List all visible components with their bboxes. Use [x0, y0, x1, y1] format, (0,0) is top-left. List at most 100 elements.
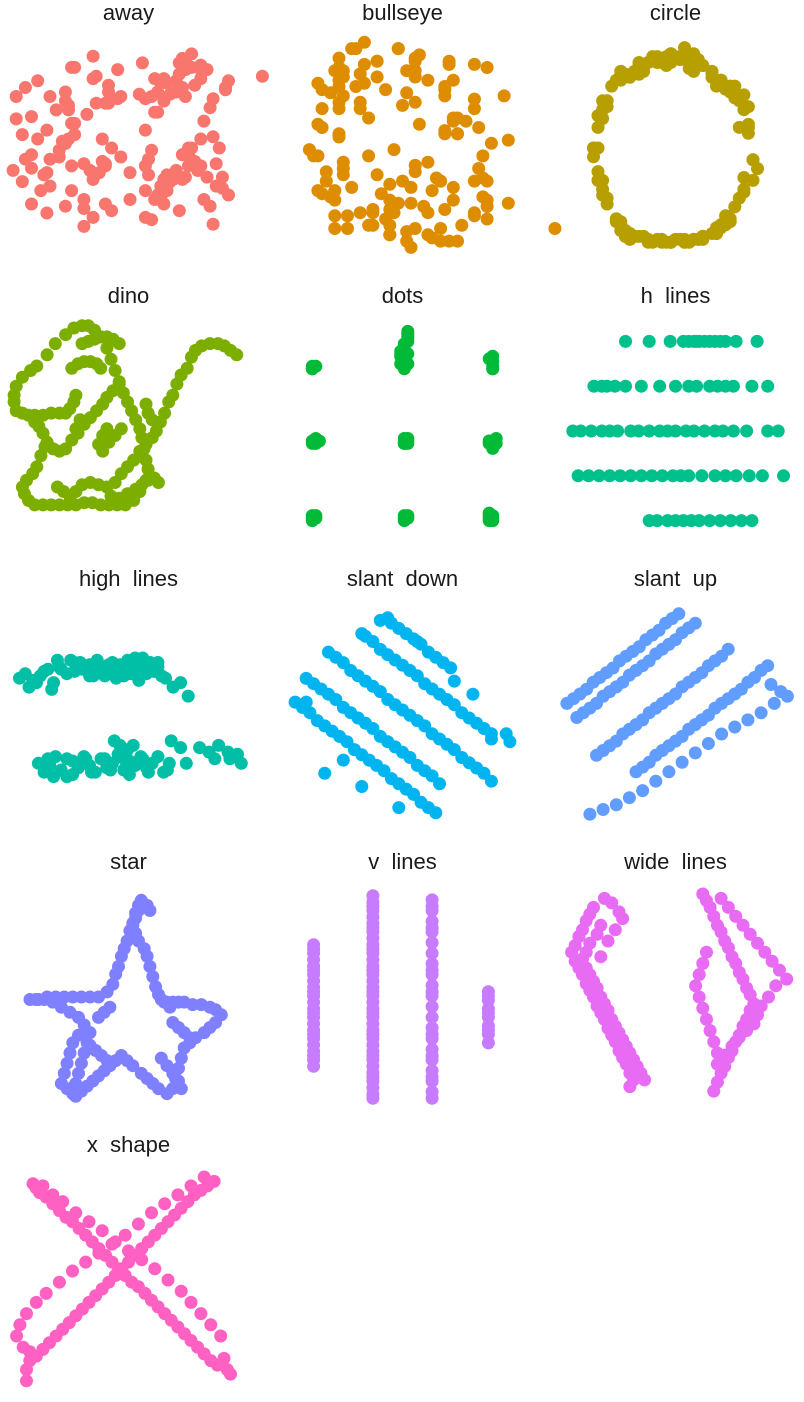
data-point — [690, 379, 704, 393]
data-point — [623, 227, 637, 240]
data-point — [204, 1318, 218, 1332]
data-point — [583, 807, 597, 821]
data-point — [305, 436, 319, 450]
data-point — [737, 185, 751, 199]
scatter-plot — [10, 1170, 237, 1388]
data-point — [560, 696, 574, 710]
data-point — [134, 1066, 148, 1080]
data-point — [355, 780, 369, 793]
data-point — [659, 59, 673, 72]
scatter-panel: dino — [0, 283, 257, 553]
data-point — [31, 132, 45, 146]
data-point — [408, 70, 422, 84]
data-point — [341, 222, 354, 235]
data-point — [157, 995, 171, 1009]
data-point — [732, 120, 746, 134]
data-point — [328, 209, 342, 223]
data-point — [392, 801, 406, 815]
data-point — [397, 514, 411, 528]
data-point — [476, 149, 490, 163]
data-point — [161, 1273, 175, 1287]
data-point — [592, 469, 606, 483]
data-point — [669, 424, 682, 438]
data-point — [755, 469, 769, 483]
data-point — [501, 133, 515, 147]
data-point — [25, 148, 38, 162]
data-point — [311, 76, 325, 90]
data-point — [421, 228, 435, 242]
data-point — [108, 364, 122, 377]
data-point — [726, 379, 740, 393]
data-point — [442, 54, 456, 68]
data-point — [132, 87, 146, 101]
data-point — [37, 664, 51, 678]
data-point — [98, 669, 112, 683]
data-point — [139, 397, 153, 411]
data-point — [736, 918, 750, 932]
data-point — [764, 678, 778, 691]
data-point — [52, 150, 66, 164]
scatter-plot — [7, 319, 244, 512]
data-point — [429, 171, 443, 185]
data-point — [687, 64, 701, 78]
data-point — [613, 469, 627, 483]
data-point — [696, 956, 710, 970]
data-point — [425, 946, 439, 960]
data-point — [497, 89, 511, 103]
data-point — [56, 1195, 70, 1209]
data-point — [98, 752, 112, 766]
data-point — [138, 184, 152, 198]
data-point — [20, 1374, 33, 1388]
data-point — [605, 79, 619, 93]
scatter-panel: x shape — [0, 1132, 257, 1402]
data-point — [601, 934, 615, 948]
data-point — [135, 431, 149, 445]
data-point — [102, 78, 115, 92]
data-point — [750, 334, 764, 348]
data-point — [366, 1087, 380, 1101]
data-point — [58, 85, 72, 99]
data-point — [148, 1262, 162, 1276]
data-point — [729, 469, 743, 483]
data-point — [177, 1041, 191, 1055]
data-point — [92, 166, 106, 180]
data-point — [383, 228, 397, 242]
data-point — [175, 172, 189, 186]
data-point — [77, 202, 91, 215]
data-point — [719, 334, 732, 348]
data-point — [741, 100, 755, 114]
scatter-panel: bullseye — [274, 0, 562, 270]
data-point — [669, 232, 682, 246]
data-point — [47, 770, 61, 784]
data-point — [484, 732, 498, 746]
data-point — [404, 180, 418, 194]
data-point — [349, 42, 363, 56]
data-point — [609, 215, 623, 229]
data-point — [68, 60, 82, 74]
data-point — [307, 989, 321, 1003]
scatter-plot — [566, 334, 790, 528]
data-point — [366, 1053, 380, 1067]
data-point — [112, 377, 126, 391]
data-point — [425, 963, 439, 977]
data-point — [197, 193, 211, 206]
data-point — [59, 328, 73, 342]
data-point — [163, 87, 177, 101]
data-point — [425, 1049, 439, 1063]
data-point — [728, 720, 742, 734]
data-point — [230, 348, 244, 362]
data-point — [732, 1030, 746, 1044]
data-point — [710, 227, 723, 240]
data-point — [353, 95, 367, 109]
data-point — [62, 132, 75, 146]
data-point — [104, 352, 118, 366]
panel-title: dots — [381, 283, 424, 308]
data-point — [9, 90, 23, 103]
data-point — [754, 706, 768, 720]
data-point — [123, 166, 137, 180]
panel-title: circle — [649, 0, 702, 25]
data-point — [649, 774, 663, 788]
data-point — [48, 337, 62, 351]
data-point — [6, 163, 20, 177]
data-point — [94, 361, 108, 375]
